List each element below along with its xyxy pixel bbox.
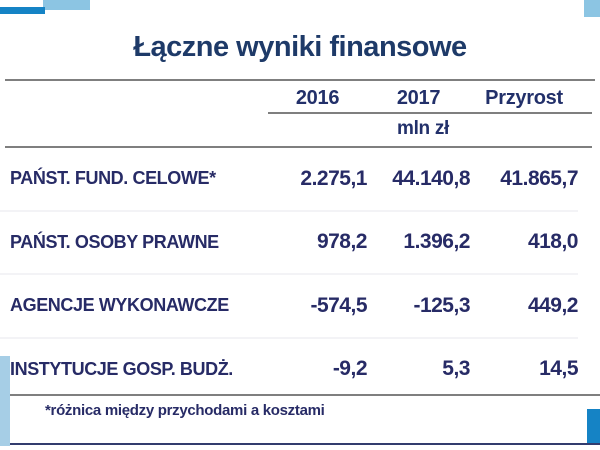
corner-accent-topright-light [584,0,600,17]
row-label: PAŃST. OSOBY PRAWNE [10,231,219,252]
row-label: PAŃST. FUND. CELOWE* [10,168,216,189]
footnote: *różnica między przychodami a kosztami [45,402,325,419]
cell-2016: -9,2 [332,357,368,381]
cell-2017: 44.140,8 [392,166,470,190]
column-header-2017: 2017 [396,86,441,109]
corner-accent-topleft-light [43,0,90,10]
divider-above-footnote [10,394,600,396]
row-label: AGENCJE WYKONAWCZE [10,295,229,316]
cell-2017: 5,3 [442,357,470,381]
corner-accent-topleft-blue [0,7,45,14]
cell-2017: 1.396,2 [403,230,470,254]
divider-under-unit [5,146,592,148]
bottom-rule [10,443,600,445]
table-row: INSTYTUCJE GOSP. BUDŻ. -9,2 5,3 14,5 [0,336,579,401]
cell-przyrost: 449,2 [527,293,579,317]
table-body: PAŃST. FUND. CELOWE* 2.275,1 44.140,8 41… [0,148,579,401]
cell-przyrost: 41.865,7 [500,166,578,190]
table-row: PAŃST. FUND. CELOWE* 2.275,1 44.140,8 41… [0,148,579,210]
divider-top [5,79,595,81]
edge-accent-right-bar [587,409,600,444]
column-header-2016: 2016 [295,86,340,109]
table-row: PAŃST. OSOBY PRAWNE 978,2 1.396,2 418,0 [0,209,579,274]
divider-under-years [268,112,592,114]
table-header-row: 2016 2017 Przyrost [0,84,578,112]
edge-accent-left-strip [0,356,10,446]
cell-2016: 978,2 [316,230,368,254]
unit-label: mln zł [396,118,450,139]
cell-przyrost: 418,0 [527,230,579,254]
page-title: Łączne wyniki finansowe [133,31,467,63]
cell-przyrost: 14,5 [539,357,578,381]
cell-2016: 2.275,1 [300,166,367,190]
cell-2017: -125,3 [413,293,470,317]
table-row: AGENCJE WYKONAWCZE -574,5 -125,3 449,2 [0,273,579,337]
cell-2016: -574,5 [310,293,367,317]
row-label: INSTYTUCJE GOSP. BUDŻ. [10,358,233,379]
column-header-przyrost: Przyrost [485,86,563,109]
